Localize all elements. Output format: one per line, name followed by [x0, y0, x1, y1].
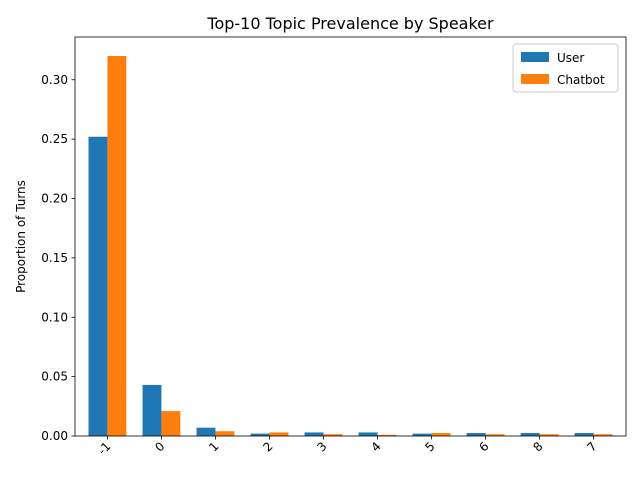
y-axis-label: Proportion of Turns: [14, 180, 28, 293]
y-tick-label: 0.20: [41, 192, 68, 206]
bar-chatbot-0: [161, 411, 181, 436]
bar-user-3: [304, 432, 324, 436]
bar-user-4: [358, 432, 378, 436]
x-tick-label: 7: [584, 439, 599, 454]
y-tick-label: 0.25: [41, 132, 68, 146]
bar-user-0: [142, 384, 162, 436]
bar-chatbot-3: [323, 434, 343, 436]
bar-user-6: [466, 433, 486, 436]
bar-chatbot-2: [269, 432, 289, 436]
x-tick-label: 5: [422, 439, 437, 454]
bar-chatbot-8: [539, 434, 559, 436]
x-axis: -1 0 1 2 3 4 5 6 8 7: [95, 436, 600, 458]
x-tick-label: 8: [530, 439, 545, 454]
legend: User Chatbot: [512, 43, 619, 93]
y-tick-label: 0.30: [41, 73, 68, 87]
legend-label-user: User: [557, 51, 584, 65]
x-tick-label: 3: [314, 439, 329, 454]
x-tick-label: 2: [260, 439, 275, 454]
legend-label-chatbot: Chatbot: [557, 73, 605, 87]
y-tick-label: 0.00: [41, 429, 68, 443]
x-tick-label: -1: [95, 439, 113, 457]
x-tick-label: 0: [152, 439, 167, 454]
x-tick-label: 4: [368, 439, 383, 454]
bar-chatbot-1: [215, 431, 235, 436]
y-tick-label: 0.10: [41, 310, 68, 324]
bar-user-5: [412, 433, 432, 436]
bar-user-1: [196, 427, 216, 436]
plot-frame: [74, 36, 627, 437]
bar-user-8: [520, 433, 540, 436]
y-axis: 0.00 0.05 0.10 0.15 0.20 0.25 0.30: [41, 73, 75, 443]
x-tick-label: 1: [206, 439, 221, 454]
bar-user-2: [250, 433, 270, 436]
chart-title: Top-10 Topic Prevalence by Speaker: [206, 14, 494, 33]
bar-chatbot-6: [485, 434, 505, 436]
y-tick-label: 0.15: [41, 251, 68, 265]
bar-chatbot-7: [593, 434, 613, 436]
y-tick-label: 0.05: [41, 370, 68, 384]
bar-chatbot--1: [107, 56, 127, 436]
bar-chatbot-4: [377, 434, 397, 436]
bar-user--1: [88, 136, 108, 436]
legend-swatch-user: [521, 52, 549, 62]
bar-chatbot-5: [431, 433, 451, 436]
x-tick-label: 6: [476, 439, 491, 454]
bars-group: [88, 56, 613, 436]
bar-user-7: [574, 433, 594, 436]
legend-swatch-chatbot: [521, 74, 549, 84]
